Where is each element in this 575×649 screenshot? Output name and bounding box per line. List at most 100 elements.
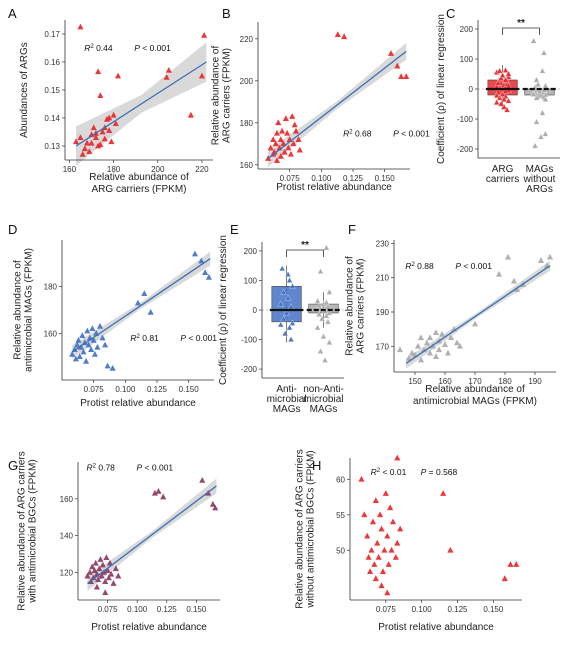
x-tick-label: 0.125 [147, 385, 168, 394]
data-point [86, 569, 93, 575]
r-squared-stat: R2 0.68 [343, 129, 372, 139]
data-point [275, 119, 282, 126]
data-point [321, 356, 329, 363]
data-point [97, 556, 104, 562]
data-point [284, 294, 292, 301]
data-point [77, 134, 84, 140]
y-tick-label: 210 [376, 274, 390, 283]
y-tick-label: 160 [44, 329, 58, 338]
data-point [372, 497, 379, 503]
x-tick-label: 190 [528, 377, 542, 386]
x-label: antimicrobial MAGs (FPKM) [413, 396, 537, 407]
x-tick-label: 0.075 [98, 605, 119, 614]
data-point [102, 589, 109, 596]
data-point [90, 124, 97, 131]
data-point [432, 353, 440, 359]
axis-y-label: Coefficient (ρ) of linear regression [218, 235, 229, 385]
data-point [385, 561, 392, 567]
data-point [89, 325, 96, 332]
data-point [80, 348, 87, 355]
data-point [397, 525, 404, 532]
data-point [361, 511, 368, 518]
axis-y-label: Relative abundance of [345, 256, 356, 356]
x-tick-label: 0.150 [483, 605, 504, 614]
data-point [100, 569, 108, 575]
panel-label: G [8, 458, 18, 473]
data-point [377, 511, 384, 518]
data-point [110, 580, 117, 586]
r-squared-stat: R2 < 0.01 [371, 467, 407, 477]
data-point [456, 342, 464, 349]
data-point [374, 539, 381, 546]
r-squared-stat: R2 0.44 [84, 43, 113, 53]
data-point [384, 589, 391, 596]
data-point [502, 76, 509, 83]
data-point [323, 244, 330, 251]
data-point [277, 136, 284, 142]
axis-y-label: Relative abundance of ARG carriers [17, 451, 28, 611]
data-point [106, 127, 113, 133]
data-point [405, 354, 413, 361]
y-tick-label: 0 [469, 85, 474, 94]
data-point [387, 50, 395, 56]
data-point [212, 504, 219, 511]
data-point [334, 31, 341, 37]
x-tick-label: 160 [438, 377, 452, 386]
data-point [408, 349, 416, 356]
axis-y-label: Relative abundance of [211, 46, 222, 146]
data-point [447, 334, 455, 341]
significance-label: ** [517, 18, 525, 29]
x-tick-label: 180 [498, 377, 512, 386]
y-tick-label: 200 [240, 77, 254, 86]
data-point [441, 341, 449, 347]
data-point [99, 334, 106, 341]
data-point [201, 32, 208, 38]
data-point [75, 336, 82, 343]
data-point [85, 341, 92, 348]
data-point [539, 67, 546, 74]
data-point [533, 76, 540, 83]
data-point [396, 346, 404, 353]
data-point [510, 277, 518, 284]
y-tick-label: 230 [376, 239, 390, 248]
data-point [290, 140, 297, 147]
x-tick-label: 180 [107, 165, 121, 174]
data-point [358, 475, 365, 482]
data-point [209, 500, 216, 507]
panel-H: H 0.075 0.100 0.125 0.150 50 55 60 R2 < 0.01 P = … [295, 449, 522, 633]
data-point [98, 572, 105, 579]
y-tick-label: 160 [60, 495, 74, 504]
data-point [292, 127, 300, 134]
category-label: carriers [486, 174, 519, 185]
data-point [95, 576, 102, 583]
category-label: microbial [303, 394, 343, 405]
data-point [92, 559, 99, 566]
data-point [279, 265, 286, 271]
data-point [534, 80, 542, 87]
x-tick-label: 0.100 [115, 385, 136, 394]
p-value-stat: P < 0.001 [137, 462, 174, 472]
y-tick-label: 160 [240, 161, 254, 170]
data-point [296, 146, 303, 153]
data-point [388, 546, 395, 553]
data-point [435, 346, 443, 353]
regression-line [71, 258, 211, 353]
data-point [97, 92, 104, 98]
data-point [99, 561, 106, 568]
data-point [505, 70, 512, 77]
p-value-stat: P = 0.568 [421, 467, 458, 477]
data-point [403, 73, 410, 79]
data-point [497, 74, 505, 81]
data-point [267, 144, 274, 151]
data-point [86, 148, 93, 154]
significance-label: ** [301, 240, 309, 251]
data-point [392, 554, 399, 560]
data-point [199, 477, 206, 483]
data-point [270, 136, 277, 142]
data-point [438, 330, 446, 337]
data-point [471, 320, 479, 327]
data-point [103, 554, 110, 561]
data-point [81, 339, 88, 346]
panel-A: A 160 180 200 220 0.13 0.14 0.15 0.16 0.17 R2 0.44… [8, 6, 213, 195]
data-point [320, 333, 327, 339]
